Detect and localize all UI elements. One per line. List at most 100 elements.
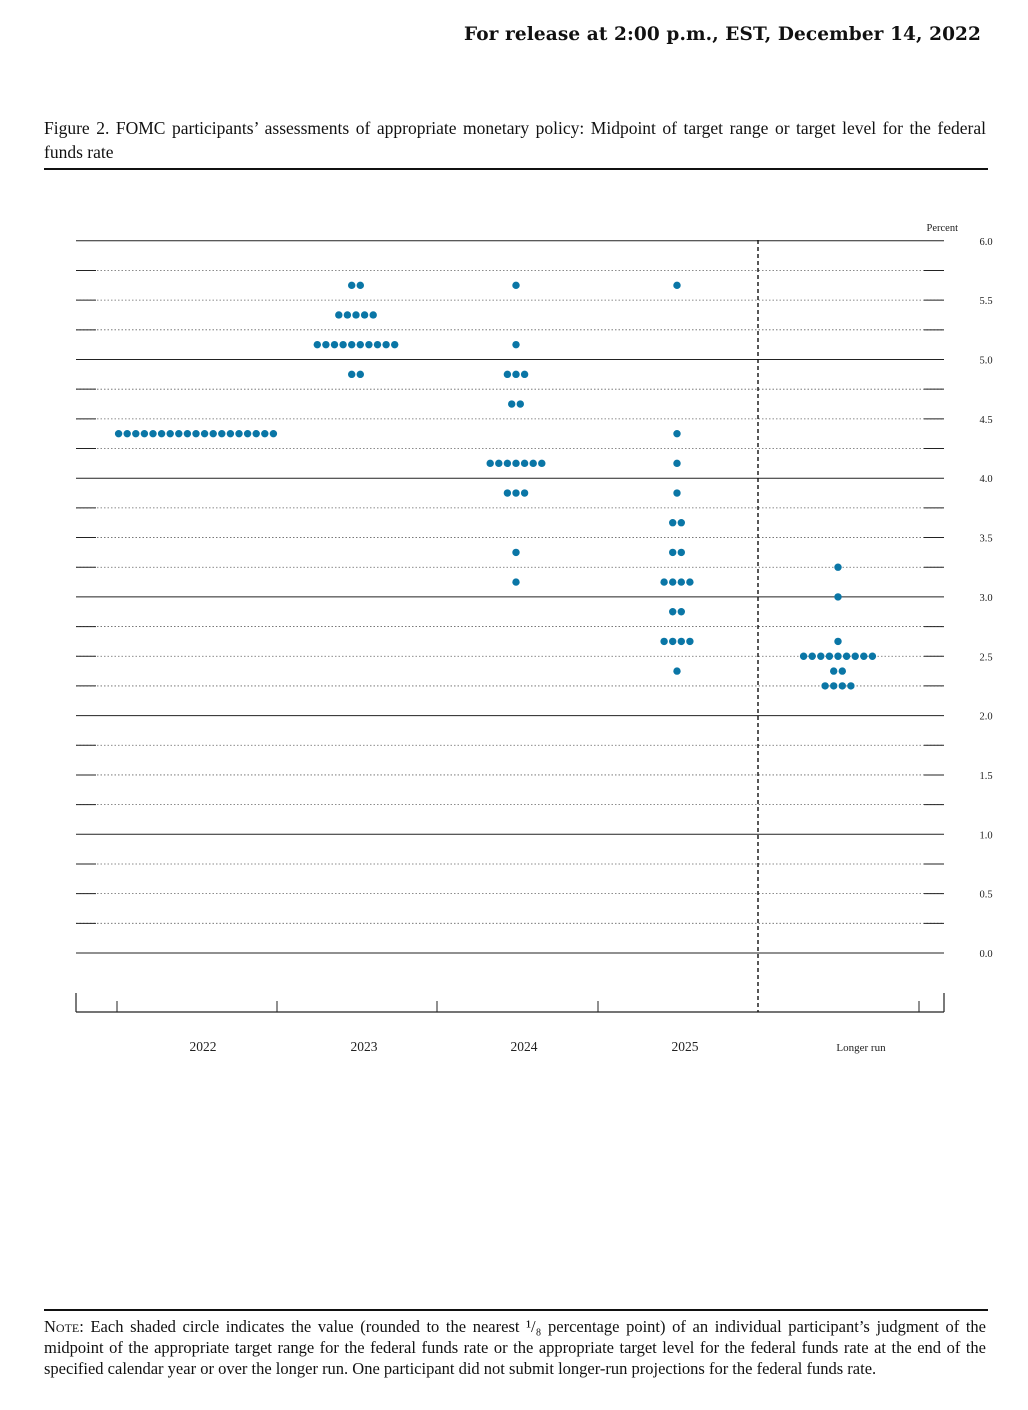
data-dot: [132, 429, 140, 438]
data-dot: [520, 489, 529, 497]
data-dot: [486, 459, 494, 468]
data-dot: [673, 489, 681, 497]
data-dot: [512, 489, 520, 497]
data-dot: [677, 637, 685, 646]
data-dot: [520, 459, 529, 468]
data-dot: [369, 311, 377, 319]
data-dot: [686, 637, 694, 646]
y-tick-label: 0.5: [979, 890, 992, 901]
data-dot: [322, 340, 330, 349]
data-dot: [114, 429, 123, 438]
data-dot: [343, 311, 352, 319]
release-header: For release at 2:00 p.m., EST, December …: [463, 24, 981, 45]
data-dot: [226, 429, 235, 438]
data-dot: [677, 519, 685, 527]
data-dot: [123, 429, 131, 438]
data-dot: [352, 311, 360, 319]
data-dot: [673, 429, 681, 438]
data-dot: [808, 652, 816, 660]
data-dot: [166, 429, 174, 438]
data-dot: [512, 459, 520, 468]
data-dot: [830, 667, 838, 675]
data-dot: [149, 429, 157, 438]
data-dot: [834, 563, 842, 571]
figure-title: Figure 2. FOMC participants’ assessments…: [44, 118, 986, 162]
y-tick-label: 3.5: [979, 534, 992, 545]
dot-plot-chart: 0.0 0.5 1.0 1.5 2.0 2.5 3.0 3.5 4.0 4.5 5.0 5.5 6.0 P…: [75, 223, 993, 1054]
data-dot: [516, 400, 524, 408]
data-dot: [218, 429, 226, 438]
data-dot: [157, 429, 166, 438]
data-dot: [677, 578, 685, 586]
data-dot: [838, 682, 846, 690]
y-tick-label: 5.5: [979, 296, 992, 307]
data-dot: [669, 578, 677, 586]
data-dot: [235, 429, 243, 438]
data-dot: [821, 682, 829, 690]
data-dot: [503, 370, 512, 379]
data-dot: [356, 340, 364, 349]
data-dot: [192, 429, 200, 438]
data-dot: [512, 578, 520, 586]
y-tick-label: 1.5: [979, 771, 992, 782]
data-dot: [529, 459, 537, 468]
data-dot: [382, 340, 390, 349]
y-tick-label: 2.0: [979, 712, 992, 723]
data-dot: [261, 429, 269, 438]
y-tick-label: 1.0: [979, 830, 992, 841]
data-dot: [669, 548, 677, 557]
data-dot: [842, 652, 851, 660]
note-rule: [44, 1309, 988, 1311]
data-dot: [673, 281, 681, 290]
data-dot: [356, 281, 364, 290]
y-tick-label: 2.5: [979, 652, 992, 663]
data-dot: [538, 459, 546, 468]
data-dot: [200, 429, 209, 438]
data-dot: [847, 682, 855, 690]
x-tick-label: 2023: [351, 1039, 378, 1054]
data-dot: [860, 652, 868, 660]
data-dot: [495, 459, 503, 468]
data-dot: [834, 652, 842, 660]
data-dot: [503, 489, 512, 497]
data-dot: [830, 682, 838, 690]
y-tick-label: 6.0: [979, 237, 992, 248]
data-dot: [834, 593, 842, 601]
data-dot: [799, 652, 808, 660]
data-dot: [175, 429, 183, 438]
y-tick-label: 4.0: [979, 474, 992, 485]
data-dot: [209, 429, 217, 438]
data-dot: [673, 459, 681, 468]
y-axis-label: Percent: [927, 223, 959, 234]
data-dot: [669, 637, 677, 646]
data-dot: [660, 578, 668, 586]
data-dot: [677, 548, 685, 557]
data-dot: [339, 340, 347, 349]
data-dot: [313, 340, 321, 349]
data-dot: [512, 370, 520, 379]
y-tick-label: 4.5: [979, 415, 992, 426]
y-tick-label: 3.0: [979, 593, 992, 604]
data-dot: [686, 578, 694, 586]
data-dot: [673, 667, 681, 675]
data-dot: [391, 340, 399, 349]
y-tick-label: 0.0: [979, 949, 992, 960]
data-dot: [825, 652, 834, 660]
title-rule: [44, 168, 988, 170]
data-dot: [356, 370, 364, 379]
data-dot: [660, 637, 668, 646]
x-tick-label: 2024: [511, 1039, 538, 1054]
data-dot: [512, 281, 520, 290]
data-dot: [512, 548, 520, 557]
data-dot: [508, 400, 516, 408]
data-dot: [183, 429, 192, 438]
data-dot: [348, 340, 356, 349]
x-tick-label: Longer run: [836, 1042, 886, 1054]
data-dot: [365, 340, 373, 349]
data-dot: [252, 429, 260, 438]
data-dot: [348, 370, 356, 379]
data-dot: [834, 637, 842, 646]
data-dot: [360, 311, 369, 319]
data-dot: [677, 608, 685, 616]
data-dot: [335, 311, 343, 319]
